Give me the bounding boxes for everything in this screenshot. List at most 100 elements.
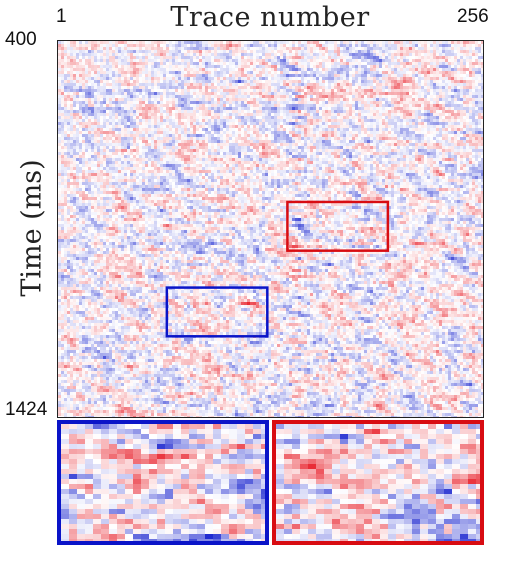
seismic-sample	[460, 41, 464, 45]
seismic-sample	[118, 86, 122, 90]
seismic-sample	[58, 143, 62, 147]
seismic-sample	[205, 107, 209, 111]
seismic-sample	[301, 134, 305, 138]
seismic-sample	[445, 101, 449, 105]
seismic-sample	[283, 113, 287, 117]
seismic-sample	[427, 101, 431, 105]
seismic-sample	[391, 95, 395, 99]
seismic-sample	[187, 122, 191, 126]
seismic-sample	[346, 47, 350, 51]
seismic-sample	[115, 86, 119, 90]
seismic-sample	[391, 110, 395, 114]
seismic-sample	[139, 62, 143, 66]
seismic-sample	[427, 77, 431, 81]
seismic-sample	[148, 86, 152, 90]
seismic-sample	[130, 110, 134, 114]
seismic-sample	[154, 50, 158, 54]
seismic-sample	[85, 44, 89, 48]
seismic-sample	[304, 50, 308, 54]
seismic-sample	[283, 83, 287, 87]
seismic-sample	[112, 86, 116, 90]
seismic-sample	[85, 47, 89, 51]
seismic-sample	[115, 71, 119, 75]
seismic-sample	[430, 59, 434, 63]
seismic-sample	[376, 134, 380, 138]
seismic-sample	[427, 113, 431, 117]
seismic-sample	[295, 137, 299, 141]
seismic-sample	[103, 80, 107, 84]
seismic-sample	[64, 128, 68, 132]
seismic-sample	[172, 134, 176, 138]
seismic-sample	[400, 59, 404, 63]
seismic-sample	[82, 131, 86, 135]
seismic-sample	[169, 74, 173, 78]
seismic-sample	[481, 131, 483, 135]
seismic-sample	[319, 92, 323, 96]
seismic-sample	[448, 122, 452, 126]
seismic-sample	[316, 47, 320, 51]
seismic-sample	[160, 125, 164, 129]
seismic-sample	[331, 59, 335, 63]
seismic-sample	[352, 77, 356, 81]
seismic-sample	[220, 116, 224, 120]
seismic-sample	[136, 65, 140, 69]
seismic-sample	[226, 41, 230, 45]
seismic-sample	[250, 125, 254, 129]
seismic-sample	[178, 119, 182, 123]
seismic-sample	[226, 101, 230, 105]
seismic-sample	[454, 74, 458, 78]
seismic-sample	[319, 122, 323, 126]
seismic-sample	[346, 98, 350, 102]
seismic-sample	[445, 44, 449, 48]
seismic-sample	[202, 62, 206, 66]
seismic-sample	[163, 134, 167, 138]
seismic-sample	[157, 134, 161, 138]
seismic-sample	[73, 77, 77, 81]
seismic-sample	[106, 68, 110, 72]
seismic-sample	[208, 110, 212, 114]
seismic-sample	[397, 68, 401, 72]
seismic-sample	[301, 119, 305, 123]
seismic-sample	[472, 41, 476, 45]
seismic-sample	[94, 50, 98, 54]
seismic-sample	[364, 95, 368, 99]
seismic-sample	[91, 53, 95, 57]
seismic-sample	[85, 125, 89, 129]
seismic-sample	[352, 56, 356, 60]
seismic-sample	[466, 128, 470, 132]
seismic-sample	[223, 71, 227, 75]
seismic-sample	[97, 122, 101, 126]
seismic-sample	[430, 83, 434, 87]
seismic-sample	[133, 47, 137, 51]
seismic-sample	[367, 125, 371, 129]
seismic-sample	[148, 98, 152, 102]
seismic-sample	[85, 89, 89, 93]
seismic-sample	[274, 110, 278, 114]
seismic-sample	[136, 59, 140, 63]
seismic-sample	[472, 65, 476, 69]
seismic-sample	[199, 137, 203, 141]
seismic-sample	[298, 131, 302, 135]
seismic-sample	[229, 134, 233, 138]
seismic-sample	[319, 41, 323, 45]
seismic-sample	[289, 98, 293, 102]
seismic-sample	[283, 122, 287, 126]
seismic-sample	[178, 83, 182, 87]
seismic-sample	[214, 119, 218, 123]
seismic-sample	[160, 98, 164, 102]
seismic-sample	[226, 143, 230, 147]
seismic-sample	[310, 122, 314, 126]
seismic-sample	[277, 68, 281, 72]
seismic-sample	[142, 131, 146, 135]
seismic-sample	[196, 59, 200, 63]
seismic-sample	[334, 80, 338, 84]
seismic-sample	[373, 122, 377, 126]
seismic-sample	[343, 56, 347, 60]
seismic-sample	[352, 140, 356, 144]
seismic-sample	[319, 53, 323, 57]
seismic-sample	[451, 65, 455, 69]
seismic-sample	[160, 65, 164, 69]
seismic-sample	[361, 44, 365, 48]
seismic-sample	[67, 110, 71, 114]
seismic-sample	[229, 56, 233, 60]
